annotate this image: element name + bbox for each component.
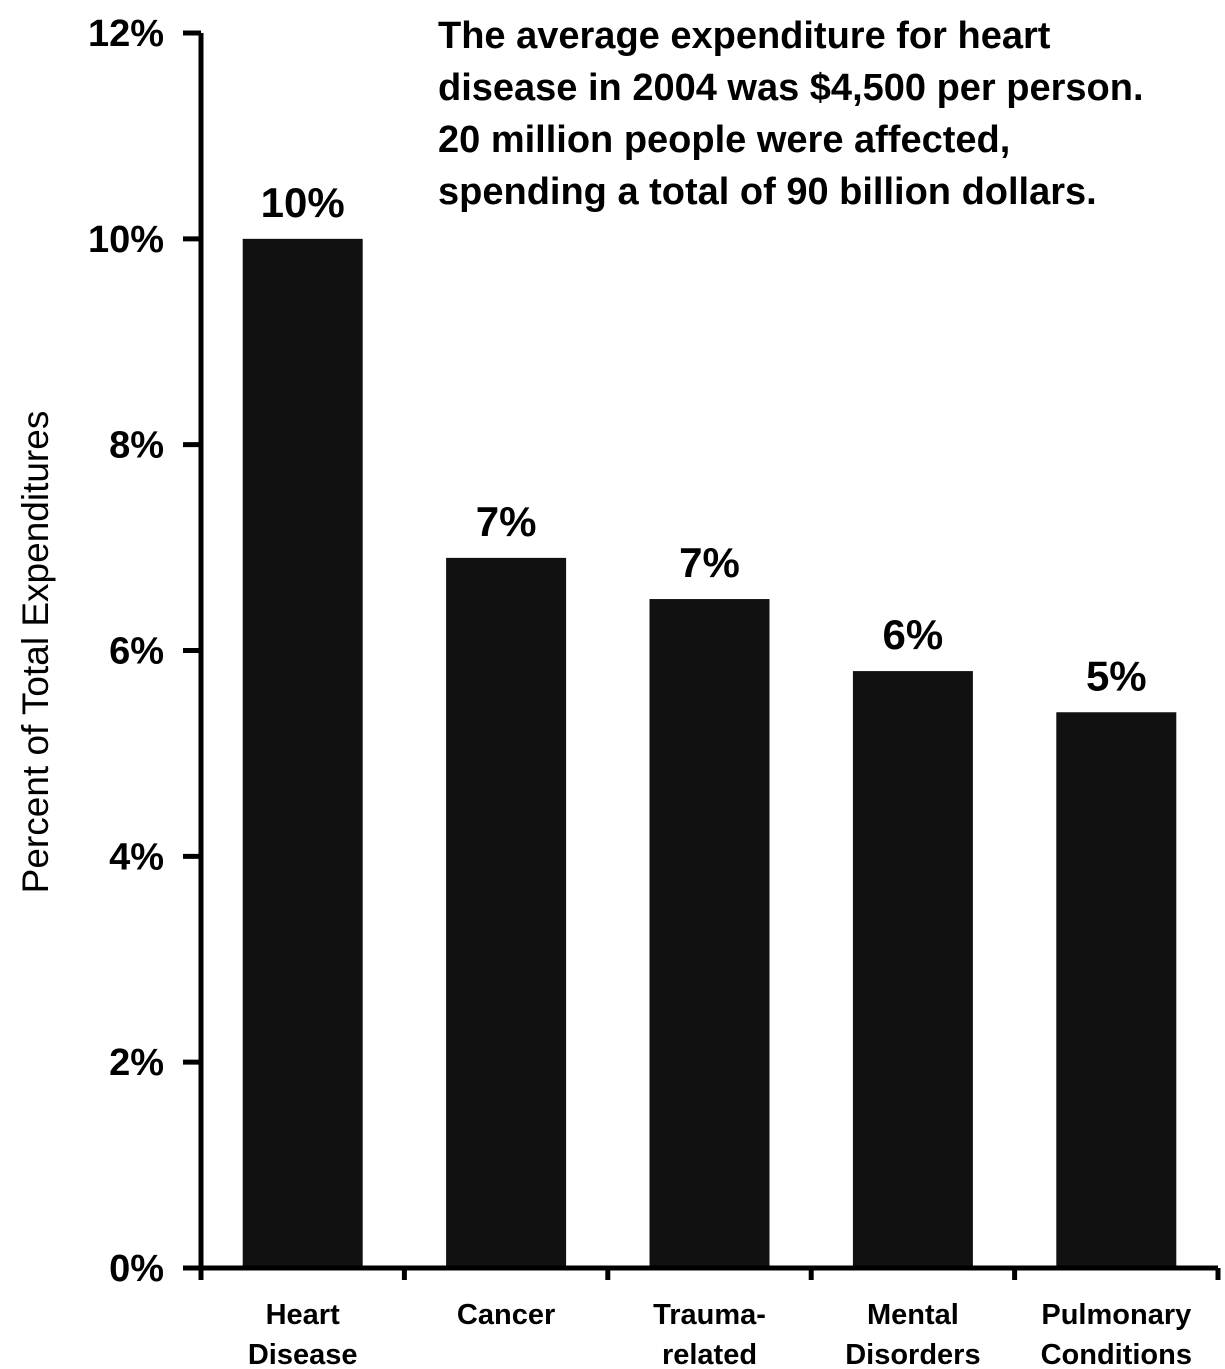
data-labels: 10% 7% 7% 6% 5%	[261, 179, 1147, 699]
y-tick-label: 10%	[88, 219, 164, 261]
annotation-line: 20 million people were affected,	[438, 119, 1010, 161]
category-label: Cancer	[457, 1299, 555, 1331]
y-tick-label: 2%	[109, 1042, 164, 1084]
y-axis-ticks: 0% 2% 4% 6% 8% 10% 12%	[88, 13, 201, 1290]
category-label: related	[662, 1339, 757, 1369]
data-label: 10%	[261, 179, 345, 226]
y-tick-label: 8%	[109, 425, 164, 467]
category-labels: Heart Disease Cancer Trauma-related Mental Di…	[248, 1299, 1192, 1369]
data-label: 7%	[679, 539, 740, 586]
bar	[446, 557, 567, 1268]
y-tick-label: 4%	[109, 836, 164, 878]
annotation-line: disease in 2004 was $4,500 per person.	[438, 67, 1144, 109]
bar	[1056, 712, 1177, 1268]
bars	[242, 238, 1177, 1268]
annotation-line: spending a total of 90 billion dollars.	[438, 171, 1097, 213]
chart-annotation: The average expenditure for heart disease…	[438, 15, 1144, 213]
y-axis-title: Percent of Total Expenditures	[15, 411, 56, 894]
data-label: 7%	[476, 498, 537, 545]
category-label: Disease	[248, 1339, 358, 1369]
category-label: Pulmonary	[1041, 1299, 1191, 1331]
category-label: Trauma-	[653, 1299, 766, 1331]
y-tick-label: 0%	[109, 1248, 164, 1290]
category-label: Conditions	[1041, 1339, 1192, 1369]
bar	[852, 671, 973, 1268]
data-label: 5%	[1086, 652, 1147, 699]
bar	[649, 599, 770, 1268]
bar	[242, 238, 363, 1268]
y-tick-label: 6%	[109, 631, 164, 673]
data-label: 6%	[883, 611, 944, 658]
category-label: Heart	[266, 1299, 340, 1331]
category-label: Mental	[867, 1299, 959, 1331]
annotation-line: The average expenditure for heart	[438, 15, 1051, 57]
category-label: Disorders	[845, 1339, 980, 1369]
y-tick-label: 12%	[88, 13, 164, 55]
